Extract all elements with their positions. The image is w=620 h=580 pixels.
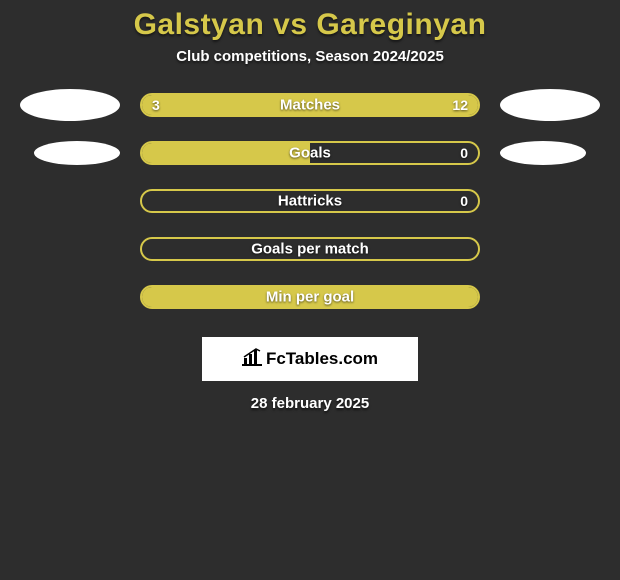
stat-label: Goals per match [251,241,369,258]
stat-bar: Hattricks 0 [140,189,480,213]
chart-icon [242,348,262,371]
stat-row: Goals 0 [30,141,590,165]
bar-fill-right [209,95,478,115]
stat-row: Matches 3 12 [30,93,590,117]
date-label: 28 february 2025 [251,395,369,412]
stat-label: Hattricks [278,193,342,210]
logo-text: FcTables.com [266,349,378,369]
logo: FcTables.com [242,348,378,371]
bar-fill-left [142,143,310,163]
stat-label: Goals [289,145,331,162]
stat-label: Min per goal [266,289,354,306]
stat-row: Min per goal [30,285,590,309]
player-right-marker [500,89,600,121]
stat-bar: Min per goal [140,285,480,309]
stat-row: Goals per match [30,237,590,261]
page-subtitle: Club competitions, Season 2024/2025 [176,48,444,65]
stat-bar: Matches 3 12 [140,93,480,117]
bars-container: Matches 3 12 Goals 0 Hattricks 0 Goals per matc… [30,93,590,333]
player-left-marker [20,89,120,121]
stat-value-right: 0 [460,145,468,161]
page-title: Galstyan vs Gareginyan [134,8,487,42]
comparison-card: Galstyan vs Gareginyan Club competitions… [0,0,620,412]
stat-bar: Goals per match [140,237,480,261]
logo-box: FcTables.com [202,337,418,381]
player-right-marker [500,141,586,165]
player-left-marker [34,141,120,165]
stat-bar: Goals 0 [140,141,480,165]
stat-row: Hattricks 0 [30,189,590,213]
stat-value-right: 0 [460,193,468,209]
stat-label: Matches [280,97,340,114]
stat-value-left: 3 [152,97,160,113]
stat-value-right: 12 [452,97,468,113]
